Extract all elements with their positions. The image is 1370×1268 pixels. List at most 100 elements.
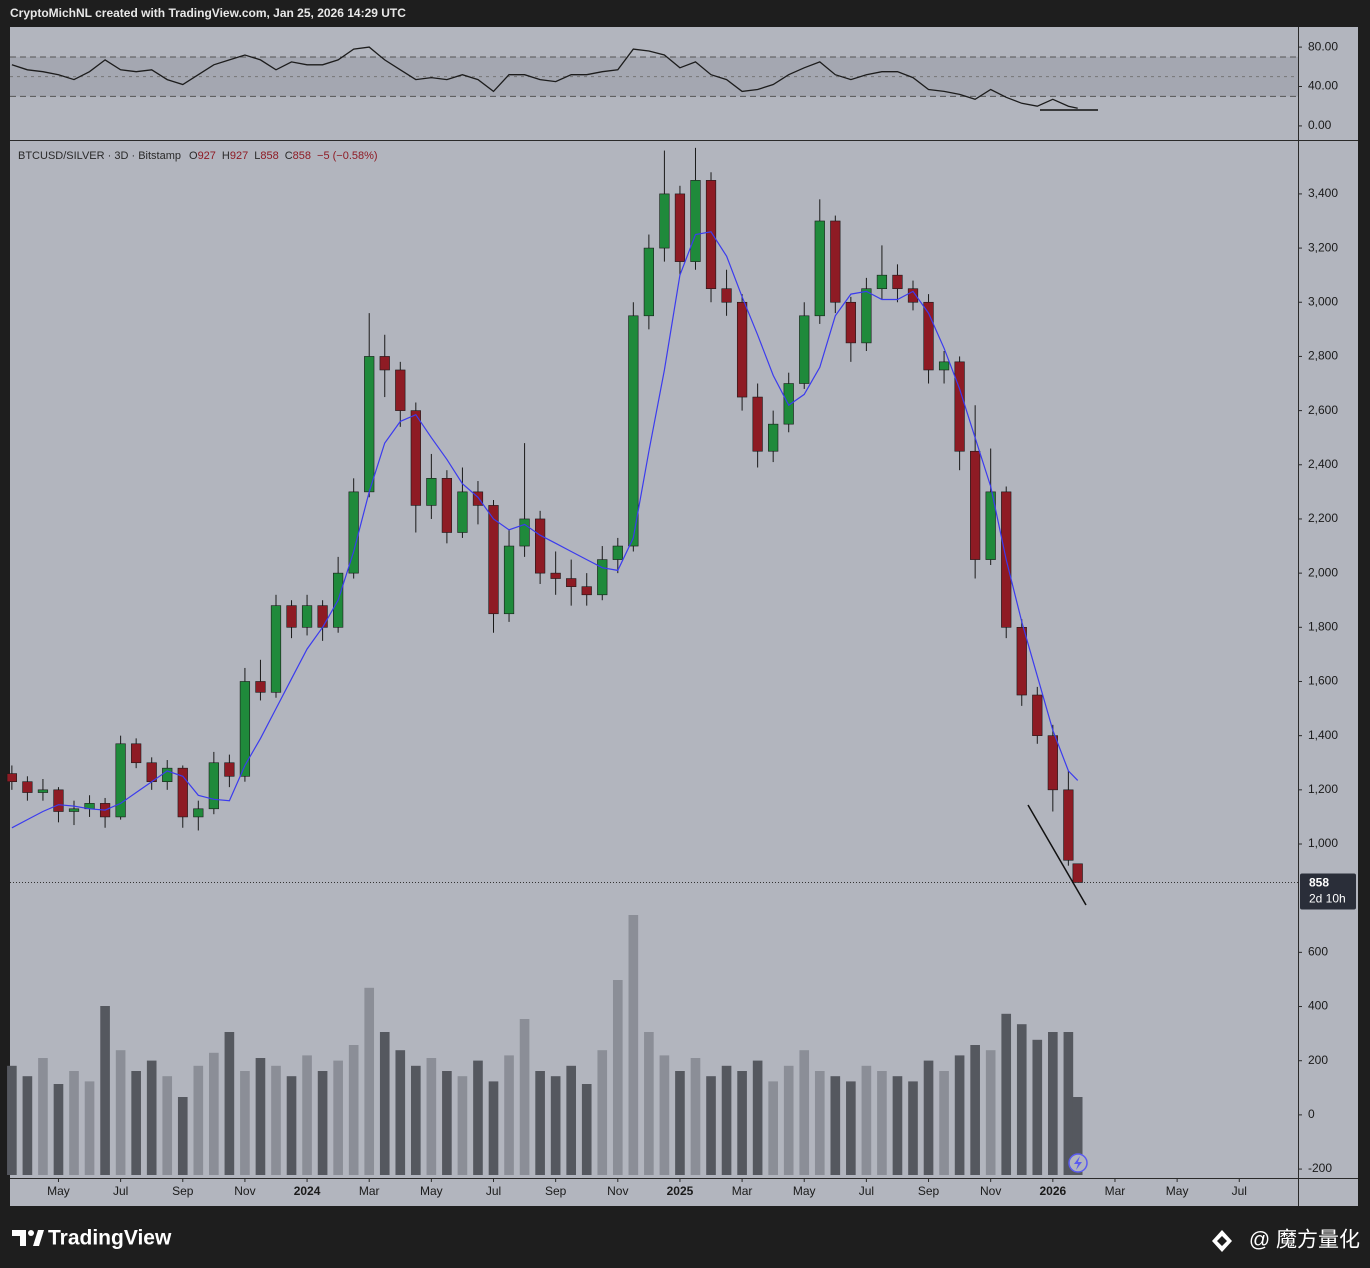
candle-body <box>814 220 825 317</box>
symbol: BTCUSD/SILVER · 3D · Bitstamp <box>18 150 181 162</box>
volume-bar <box>519 1019 530 1175</box>
y-tick-label: 2,400 <box>1308 457 1338 471</box>
last-price-box <box>1300 873 1356 910</box>
candle-body <box>162 767 173 783</box>
candle-body <box>472 491 484 506</box>
plot: 80.00 40.00 0.00 -200 0 200 400 600 1,000 1,200 1,… <box>6 39 1356 1198</box>
volume-bar <box>1016 1024 1027 1175</box>
candle-body <box>876 274 888 290</box>
volume-bar <box>846 1081 856 1175</box>
watermark-icon <box>1212 1230 1232 1252</box>
x-tick-label: Jul <box>113 1184 128 1198</box>
candle-body <box>379 356 390 371</box>
candle-body <box>239 681 251 777</box>
volume-bar <box>659 1055 670 1175</box>
y-tick-label: -200 <box>1308 1161 1332 1175</box>
candle-body <box>131 743 142 764</box>
candle-body <box>597 559 608 596</box>
logo-part <box>12 1230 26 1246</box>
volume-bar <box>193 1065 204 1175</box>
volume-bar <box>752 1060 763 1175</box>
candle-body <box>690 180 701 262</box>
candle-body <box>845 301 856 344</box>
y-tick-label: 40.00 <box>1308 79 1338 93</box>
y-tick-label: 2,600 <box>1308 403 1338 417</box>
volume-bar <box>877 1071 887 1175</box>
ohlc-letter: H <box>222 150 230 162</box>
volume-bar <box>706 1076 716 1175</box>
volume-bar <box>302 1055 312 1175</box>
ohlc-value: 858 <box>260 150 278 162</box>
volume-bar <box>799 1050 810 1175</box>
volume-bar <box>364 987 375 1175</box>
candle-body <box>1016 627 1027 696</box>
volume-bar <box>286 1076 297 1175</box>
candle-body <box>177 767 188 818</box>
volume-bar <box>1032 1039 1043 1175</box>
candle-body <box>736 301 748 398</box>
volume-bar <box>783 1065 794 1175</box>
y-tick-label: 3,200 <box>1308 240 1338 254</box>
volume-bar <box>442 1071 452 1175</box>
candle-body <box>752 396 763 452</box>
volume-bar <box>38 1058 48 1175</box>
price-trendline <box>1027 804 1087 906</box>
y-tick-label: 0.00 <box>1308 118 1332 132</box>
x-tick-label: May <box>420 1184 443 1198</box>
volume-bar <box>379 1032 390 1175</box>
volume-bar <box>146 1060 157 1175</box>
candle-body <box>53 789 64 812</box>
x-tick-label: Nov <box>607 1184 628 1198</box>
candle-body <box>923 301 934 371</box>
x-tick-label: May <box>47 1184 70 1198</box>
volume-bar <box>271 1065 281 1175</box>
x-tick-label: Sep <box>545 1184 567 1198</box>
volume-bar <box>504 1055 514 1175</box>
volume-bar <box>954 1055 965 1175</box>
volume-bar <box>348 1045 359 1175</box>
volume-bar <box>22 1076 33 1175</box>
y-tick-label: 80.00 <box>1308 39 1338 53</box>
y-tick-label: 1,200 <box>1308 782 1338 796</box>
logo-part <box>33 1230 44 1246</box>
candle-body <box>317 605 328 628</box>
y-tick-label: 3,000 <box>1308 294 1338 308</box>
ohlc-legend: BTCUSD/SILVER · 3D · Bitstamp O927 H927 L85… <box>18 150 378 162</box>
brand-name: TradingView <box>48 1227 172 1250</box>
moving-average <box>11 231 1079 829</box>
brand-logo <box>12 1230 44 1246</box>
volume-bar <box>908 1081 918 1175</box>
candle-body <box>659 193 670 249</box>
x-tick-label: Jul <box>859 1184 874 1198</box>
candle-body <box>286 605 297 628</box>
x-tick-label: 2025 <box>667 1184 694 1198</box>
candle-body <box>861 288 872 344</box>
y-tick-label: 0 <box>1308 1107 1315 1121</box>
candle-body <box>193 808 204 818</box>
volume-bar <box>768 1081 778 1175</box>
candle-body <box>519 518 530 547</box>
candle-body <box>503 545 515 615</box>
ohlc-value: 927 <box>230 150 248 162</box>
candle-body <box>1047 735 1058 791</box>
candle-body <box>410 410 421 506</box>
x-tick-label: 2024 <box>294 1184 321 1198</box>
candle-body <box>581 586 592 596</box>
x-tick-label: Nov <box>980 1184 1001 1198</box>
volume-bar <box>985 1050 996 1175</box>
volume-bar <box>675 1071 685 1175</box>
candle-body <box>566 578 577 587</box>
candle-body <box>612 545 623 560</box>
candle-body <box>705 180 717 290</box>
volume-bar <box>830 1076 841 1175</box>
candle-body <box>22 781 33 793</box>
ohlc-letter: O <box>189 150 198 162</box>
candle-body <box>68 808 80 812</box>
volume-bar <box>721 1065 732 1175</box>
volume-bar <box>1001 1013 1012 1175</box>
legend: BTCUSD/SILVER · 3D · Bitstamp O927 H927 L85… <box>18 150 378 162</box>
candle-body <box>907 288 919 303</box>
logo-part <box>28 1230 34 1236</box>
candle-body <box>830 220 841 303</box>
